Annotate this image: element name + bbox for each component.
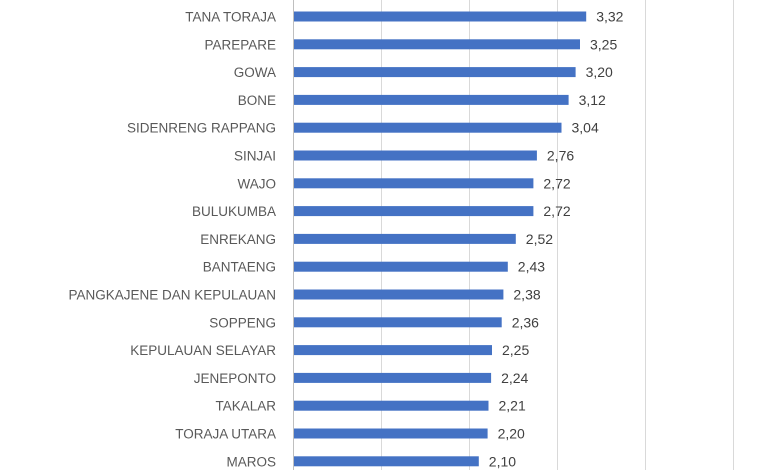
category-label: KEPULAUAN SELAYAR [130,343,276,358]
data-label: 2,72 [543,175,570,191]
category-label: BANTAENG [203,260,276,275]
bar [294,150,537,161]
category-label: TAKALAR [215,399,276,414]
category-label: SIDENRENG RAPPANG [127,121,276,136]
category-label: TORAJA UTARA [175,427,276,442]
bar [294,372,492,383]
category-label: GOWA [234,65,276,80]
data-label: 2,36 [512,314,539,330]
bar [294,400,489,411]
data-label: 2,76 [547,148,574,164]
category-label: PANGKAJENE DAN KEPULAUAN [68,288,276,303]
bar [294,345,492,356]
bar [294,289,504,300]
category-labels: TANA TORAJA PAREPARE GOWA BONE SIDENRENG RAP… [68,10,276,470]
bar [294,456,479,467]
bar [294,317,502,328]
bar [294,178,534,189]
category-label: WAJO [238,176,277,191]
bar [294,233,516,244]
data-label: 3,04 [572,120,599,136]
category-label: SINJAI [234,149,276,164]
data-label: 2,10 [489,453,516,469]
category-label: BULUKUMBA [192,204,276,219]
data-label: 2,72 [543,203,570,219]
data-label: 2,52 [526,231,553,247]
bar [294,206,534,217]
bar [294,122,562,133]
data-label: 3,20 [586,64,613,80]
bar [294,94,569,105]
category-label: BONE [238,93,276,108]
category-label: ENREKANG [200,232,276,247]
category-label: TANA TORAJA [185,10,276,25]
bars [294,11,587,467]
data-label: 3,12 [579,92,606,108]
data-label: 3,32 [596,9,623,25]
data-label: 2,24 [501,370,528,386]
bar [294,11,587,22]
category-label: JENEPONTO [194,371,276,386]
data-label: 3,25 [590,36,617,52]
data-label: 2,21 [499,398,526,414]
bar [294,261,508,272]
bar [294,428,488,439]
category-label: PAREPARE [204,37,276,52]
data-label: 2,38 [513,287,540,303]
category-label: SOPPENG [209,315,276,330]
data-label: 2,20 [498,426,525,442]
value-labels: 3,32 3,25 3,20 3,12 3,04 2,76 2,72 2,72 2,52 2,43… [489,9,624,470]
data-label: 2,25 [502,342,529,358]
bar [294,67,576,78]
bar [294,39,580,50]
category-label: MAROS [226,454,276,469]
data-label: 2,43 [518,259,545,275]
